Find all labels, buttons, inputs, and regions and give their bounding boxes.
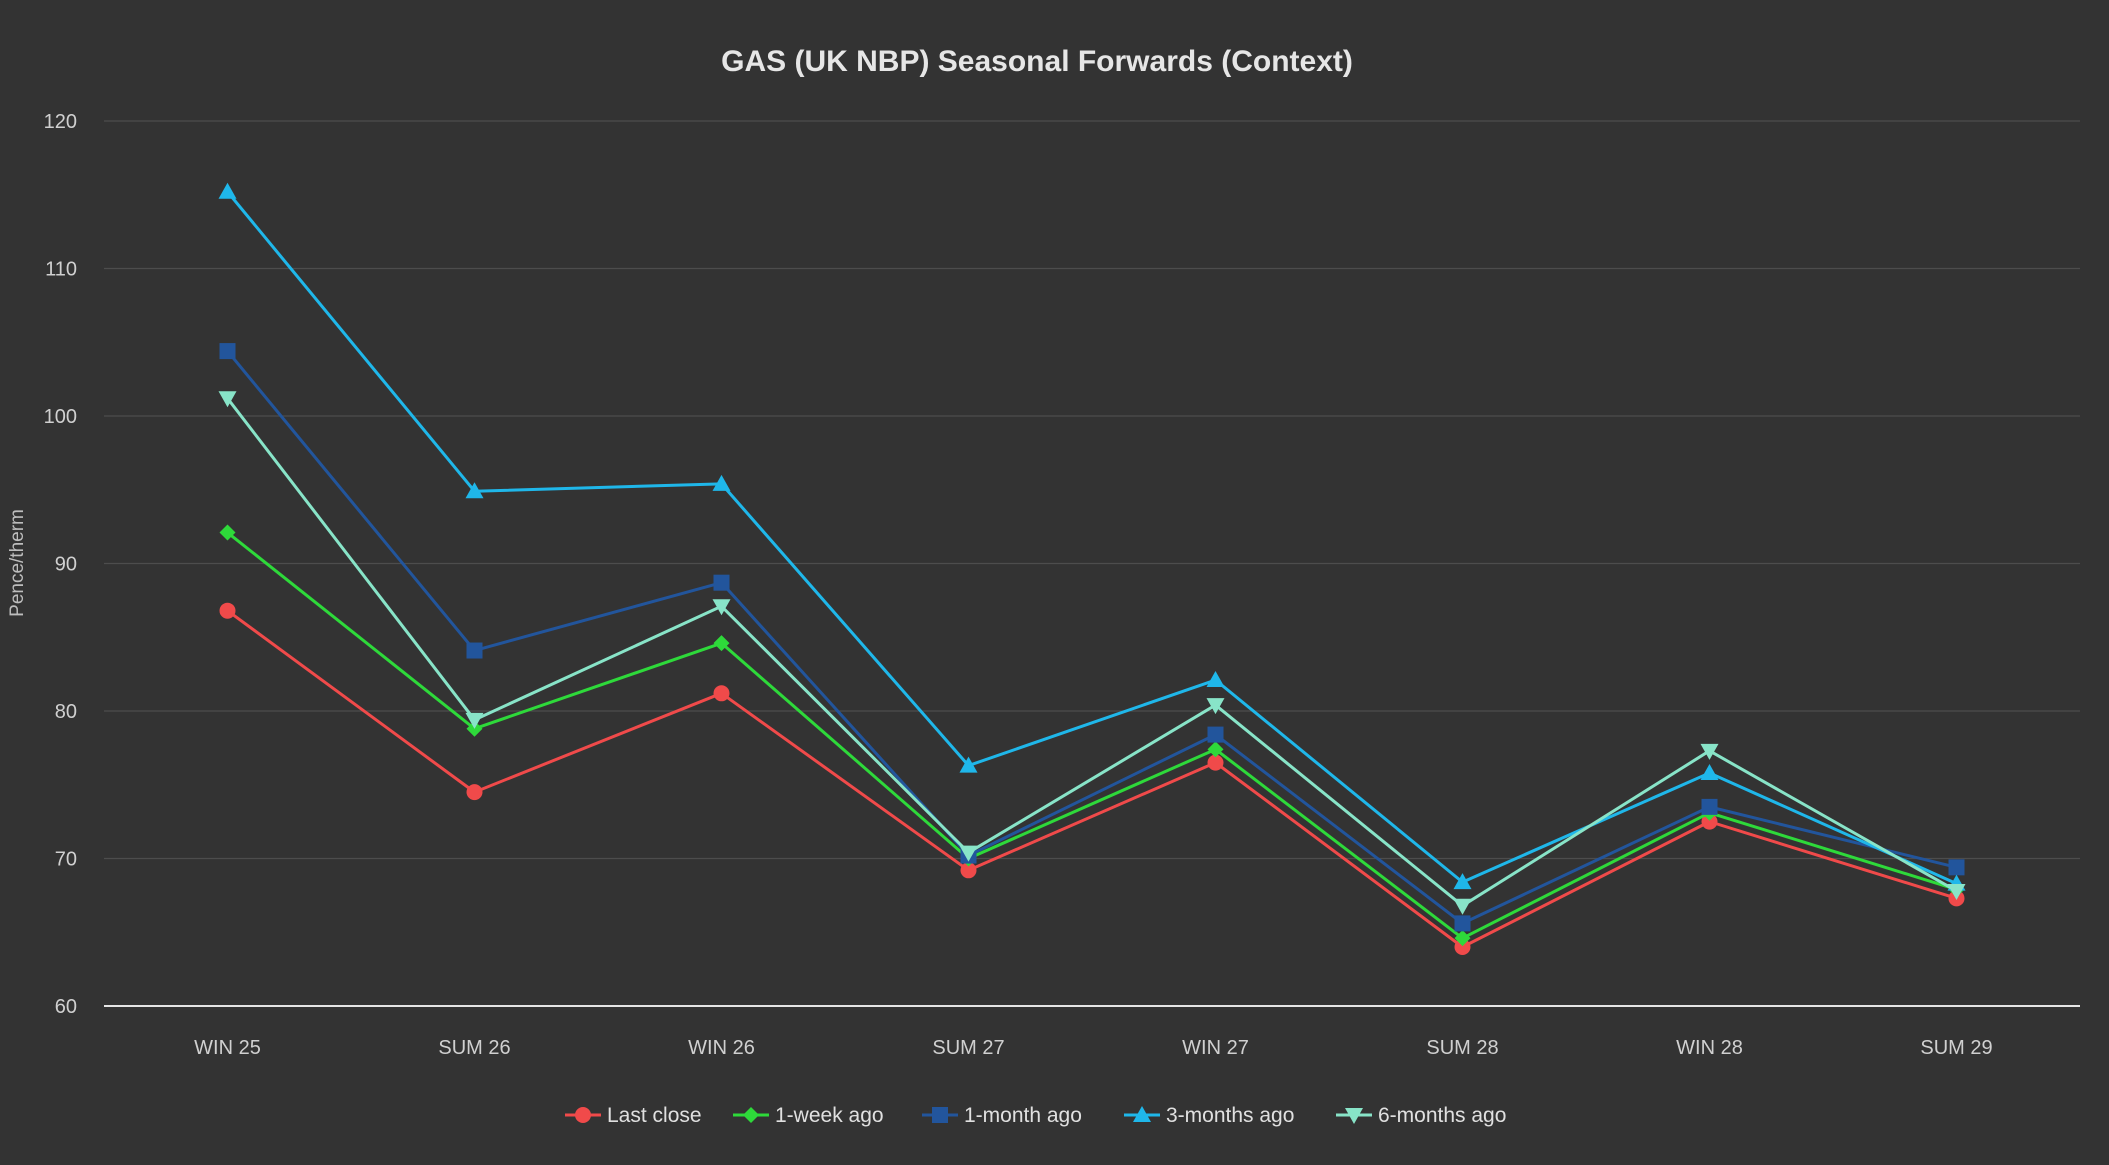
legend[interactable]: Last close 1-week ago 1-month ago 3-months …: [565, 1104, 1506, 1127]
data-point[interactable]: [959, 756, 978, 773]
y-tick-label: 120: [44, 111, 77, 133]
data-point[interactable]: [218, 391, 237, 408]
chart-title: GAS (UK NBP) Seasonal Forwards (Context): [721, 45, 1353, 78]
y-axis-ticks: 60 70 80 90 100 110 120: [44, 111, 77, 1018]
legend-label: 6-months ago: [1378, 1104, 1506, 1127]
x-tick-label: WIN 25: [194, 1037, 261, 1059]
legend-marker: [743, 1107, 759, 1123]
legend-marker: [1133, 1106, 1151, 1122]
series-last-close: [219, 602, 1965, 955]
data-point[interactable]: [959, 845, 978, 862]
series-6-months-ago: [218, 391, 1966, 915]
legend-item[interactable]: 1-month ago: [922, 1104, 1082, 1127]
series-line: [226, 350, 1957, 925]
data-point[interactable]: [219, 343, 236, 360]
series-3-months-ago: [218, 182, 1966, 891]
legend-item[interactable]: 6-months ago: [1336, 1104, 1506, 1127]
series-1-week-ago: [219, 524, 1965, 947]
data-point[interactable]: [1453, 898, 1472, 915]
legend-label: 1-week ago: [775, 1104, 884, 1127]
data-point[interactable]: [1454, 939, 1471, 955]
data-point[interactable]: [712, 599, 731, 616]
x-tick-label: SUM 27: [932, 1037, 1004, 1059]
x-tick-label: WIN 28: [1676, 1037, 1743, 1059]
gridlines: [104, 120, 2080, 860]
data-point[interactable]: [1454, 915, 1471, 932]
data-point[interactable]: [1948, 859, 1965, 876]
data-point[interactable]: [1700, 763, 1719, 780]
series-line: [226, 609, 1957, 949]
x-axis-ticks: WIN 25 SUM 26 WIN 26 SUM 27 WIN 27 SUM 28 WIN …: [194, 1037, 1992, 1059]
x-tick-label: SUM 26: [438, 1037, 510, 1059]
data-point[interactable]: [465, 482, 484, 499]
x-tick-label: WIN 26: [688, 1037, 755, 1059]
data-point[interactable]: [466, 642, 483, 659]
data-point[interactable]: [713, 685, 730, 702]
data-point[interactable]: [1454, 930, 1471, 947]
series-1-month-ago: [219, 343, 1965, 932]
series-line: [226, 397, 1958, 908]
data-point[interactable]: [1207, 741, 1224, 758]
data-point[interactable]: [219, 602, 236, 619]
data-point[interactable]: [466, 784, 483, 801]
y-axis-label: Pence/therm: [7, 509, 28, 617]
legend-item[interactable]: 1-week ago: [733, 1104, 884, 1127]
y-tick-label: 100: [44, 406, 77, 428]
data-point[interactable]: [713, 635, 730, 652]
data-point[interactable]: [1947, 883, 1966, 900]
legend-item[interactable]: Last close: [565, 1104, 702, 1127]
data-point[interactable]: [1207, 726, 1224, 743]
legend-marker: [575, 1107, 591, 1123]
y-tick-label: 70: [55, 849, 77, 871]
legend-marker: [1345, 1108, 1363, 1124]
x-tick-label: SUM 28: [1426, 1037, 1498, 1059]
data-point[interactable]: [1206, 698, 1225, 715]
data-point[interactable]: [465, 712, 484, 729]
data-point[interactable]: [1453, 873, 1472, 890]
series-group: [218, 182, 1966, 955]
y-tick-label: 80: [55, 701, 77, 723]
x-tick-label: WIN 27: [1182, 1037, 1249, 1059]
data-point[interactable]: [1701, 813, 1718, 830]
data-point[interactable]: [1700, 743, 1719, 760]
data-point[interactable]: [960, 862, 977, 879]
data-point[interactable]: [712, 474, 731, 491]
legend-item[interactable]: 3-months ago: [1124, 1104, 1294, 1127]
series-line: [226, 190, 1958, 885]
data-point[interactable]: [1206, 671, 1225, 688]
x-tick-label: SUM 29: [1920, 1037, 1992, 1059]
y-tick-label: 60: [55, 996, 77, 1018]
y-tick-label: 110: [45, 259, 77, 281]
data-point[interactable]: [1701, 798, 1718, 815]
data-point[interactable]: [1207, 754, 1224, 771]
data-point[interactable]: [713, 574, 730, 591]
data-point[interactable]: [219, 524, 236, 541]
series-line: [226, 531, 1957, 940]
y-tick-label: 90: [55, 554, 77, 576]
data-point[interactable]: [218, 182, 237, 199]
legend-label: Last close: [607, 1104, 702, 1127]
legend-label: 3-months ago: [1166, 1104, 1294, 1127]
legend-marker: [932, 1107, 948, 1123]
legend-label: 1-month ago: [964, 1104, 1082, 1127]
